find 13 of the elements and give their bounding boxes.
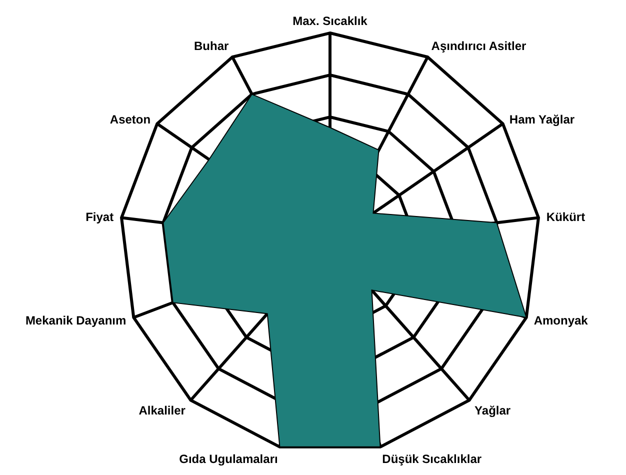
spoke-label: Düşük Sıcaklıklar bbox=[382, 452, 482, 466]
spoke-label: Yağlar bbox=[474, 404, 511, 418]
spoke-label: Mekanik Dayanım bbox=[25, 314, 126, 328]
spoke-label: Ham Yağlar bbox=[509, 112, 575, 126]
spoke-label: Max. Sıcaklık bbox=[292, 14, 368, 28]
spoke-label: Kükürt bbox=[546, 210, 586, 224]
spoke-label: Aşındırıcı Asitler bbox=[431, 38, 527, 53]
spoke-label: Aseton bbox=[110, 112, 151, 126]
spoke-label: Alkaliler bbox=[138, 404, 186, 418]
spoke-label: Fiyat bbox=[86, 210, 114, 224]
spoke-label: Gıda Ugulamaları bbox=[179, 452, 278, 466]
spoke-label: Amonyak bbox=[534, 314, 588, 328]
spoke-label: Buhar bbox=[194, 38, 230, 53]
